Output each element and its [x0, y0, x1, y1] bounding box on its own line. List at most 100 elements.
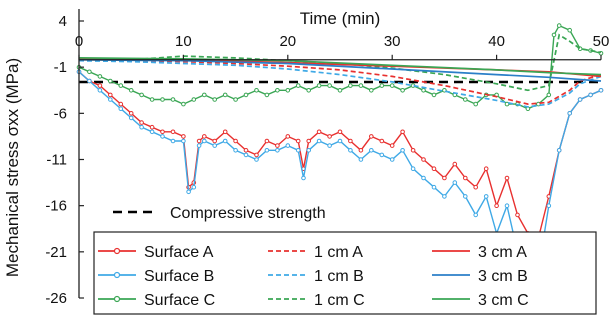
series-line: [78, 71, 602, 244]
y-tick-label: 4: [59, 13, 67, 30]
data-point: [233, 148, 238, 153]
legend-label: 3 cm A: [478, 244, 527, 261]
data-point: [196, 138, 202, 144]
data-point: [598, 88, 604, 93]
data-point: [118, 106, 124, 111]
y-tick-label: -11: [46, 152, 67, 169]
series-layer: [76, 23, 604, 287]
data-point: [327, 134, 332, 139]
data-point: [551, 32, 557, 38]
data-point: [463, 194, 468, 199]
series-line: [78, 59, 602, 108]
data-point: [108, 92, 113, 98]
data-point: [191, 97, 197, 102]
data-point: [348, 148, 353, 153]
data-point: [181, 101, 186, 107]
data-point: [337, 129, 343, 135]
data-point: [243, 148, 249, 153]
data-point: [431, 166, 437, 171]
data-point: [410, 166, 416, 171]
data-point: [463, 97, 468, 102]
data-point: [139, 92, 144, 98]
data-point: [358, 148, 364, 153]
data-point: [254, 152, 259, 158]
x-axis-title: Time (min): [300, 9, 381, 28]
data-point: [556, 148, 562, 153]
data-point: [149, 129, 155, 135]
data-point: [212, 97, 217, 102]
data-point: [504, 175, 510, 181]
data-point: [186, 189, 191, 195]
x-tick-label: 40: [488, 33, 505, 50]
data-point: [431, 92, 437, 98]
data-point: [421, 175, 426, 181]
data-point: [577, 97, 583, 102]
legend-label: 1 cm B: [314, 268, 364, 285]
data-point: [191, 184, 197, 190]
data-point: [306, 138, 312, 144]
legend-label: 1 cm C: [314, 292, 365, 309]
data-point: [369, 148, 374, 153]
series-surface-c: [76, 23, 604, 111]
data-point: [275, 148, 280, 153]
data-point: [212, 138, 217, 144]
data-point: [421, 88, 426, 93]
data-point: [202, 92, 207, 98]
legend-box: [93, 231, 597, 315]
data-point: [264, 148, 270, 153]
data-point: [316, 83, 322, 88]
data-point: [410, 148, 416, 153]
x-tick-label: 50: [593, 33, 610, 50]
series-surface-a: [76, 69, 604, 245]
data-point: [275, 143, 280, 148]
data-point: [212, 143, 217, 148]
data-point: [285, 143, 291, 148]
y-tick-label: -6: [54, 105, 67, 122]
data-point: [160, 97, 165, 102]
data-point: [139, 124, 144, 130]
legend-label: Compressive strength: [170, 205, 326, 222]
data-point: [181, 138, 186, 144]
data-point: [504, 203, 510, 208]
y-axis-title: Mechanical stress σxx (MPa): [3, 58, 22, 277]
data-point: [546, 203, 552, 208]
data-point: [275, 88, 280, 93]
data-point: [483, 166, 489, 171]
y-tick-label: -16: [45, 198, 67, 215]
y-tick-label: -26: [45, 290, 67, 307]
data-point: [515, 212, 520, 218]
data-point: [97, 88, 103, 93]
data-point: [442, 175, 447, 181]
data-point: [369, 88, 374, 93]
data-point: [128, 88, 134, 93]
data-point: [264, 92, 270, 98]
data-point: [431, 184, 437, 190]
data-point: [295, 83, 301, 88]
data-point: [389, 143, 395, 148]
data-point: [149, 97, 155, 102]
data-point: [170, 138, 176, 144]
data-point: [400, 148, 405, 153]
data-point: [222, 138, 228, 144]
data-point: [243, 152, 249, 158]
legend-label: Surface B: [144, 268, 214, 285]
data-point: [369, 134, 374, 139]
data-point: [337, 138, 343, 144]
series-1-cm-b: [78, 59, 602, 108]
data-point: [494, 203, 499, 208]
data-point: [87, 78, 92, 84]
data-point: [452, 161, 458, 167]
series-line: [78, 58, 602, 82]
legend-marker: [113, 295, 121, 303]
data-point: [358, 83, 364, 88]
data-point: [536, 101, 541, 107]
data-point: [473, 212, 479, 218]
series-line: [78, 24, 602, 110]
legend-label: 1 cm A: [314, 244, 363, 261]
data-point: [285, 134, 291, 139]
y-tick-label: -1: [54, 59, 67, 76]
data-point: [295, 148, 301, 153]
data-point: [306, 88, 312, 93]
data-point: [473, 184, 479, 190]
